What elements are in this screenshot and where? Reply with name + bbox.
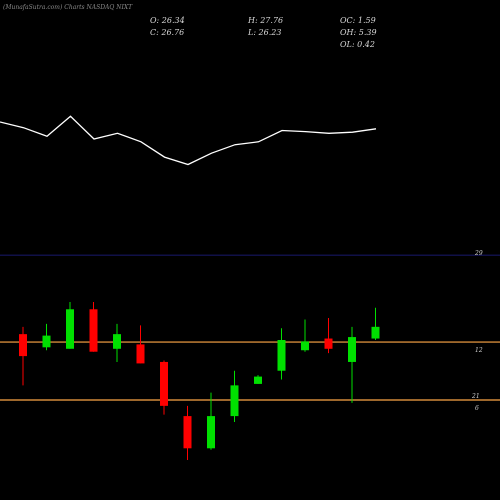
candle-body xyxy=(66,309,74,349)
level-label: 12 xyxy=(475,347,483,354)
candle-body xyxy=(42,335,51,348)
stat-low: L: 26.23 xyxy=(247,28,281,37)
stat-close: C: 26.76 xyxy=(150,28,184,37)
level-label: 6 xyxy=(475,405,479,412)
chart-title: (MunafaSutra.com) Charts NASDAQ NIXT xyxy=(3,4,133,11)
stat-ol: OL: 0.42 xyxy=(340,40,375,49)
candle-body xyxy=(160,361,168,406)
candle-body xyxy=(136,344,145,364)
stat-change: OC: 1.59 xyxy=(340,16,376,25)
level-label: 29 xyxy=(474,250,483,257)
stat-open: O: 26.34 xyxy=(150,16,185,25)
candle-body xyxy=(183,416,192,449)
candle-body xyxy=(207,416,215,449)
indicator-panel xyxy=(0,115,377,166)
price-levels: 29 12 6 xyxy=(0,250,500,412)
candle-body xyxy=(19,334,27,357)
candle-body xyxy=(113,334,121,349)
candle-body xyxy=(371,326,380,339)
candle-body xyxy=(348,337,356,362)
stat-high: H: 27.76 xyxy=(247,16,283,25)
candle-body xyxy=(254,376,262,384)
candle-body xyxy=(324,338,333,349)
candles xyxy=(19,301,380,460)
candle-body xyxy=(89,309,98,352)
candle-body xyxy=(301,341,309,351)
stat-oh: OH: 5.39 xyxy=(340,28,377,37)
candle-body xyxy=(277,340,286,371)
indicator-line xyxy=(0,115,377,166)
candle-body xyxy=(230,385,239,417)
level-label-21: 21 xyxy=(471,393,480,400)
